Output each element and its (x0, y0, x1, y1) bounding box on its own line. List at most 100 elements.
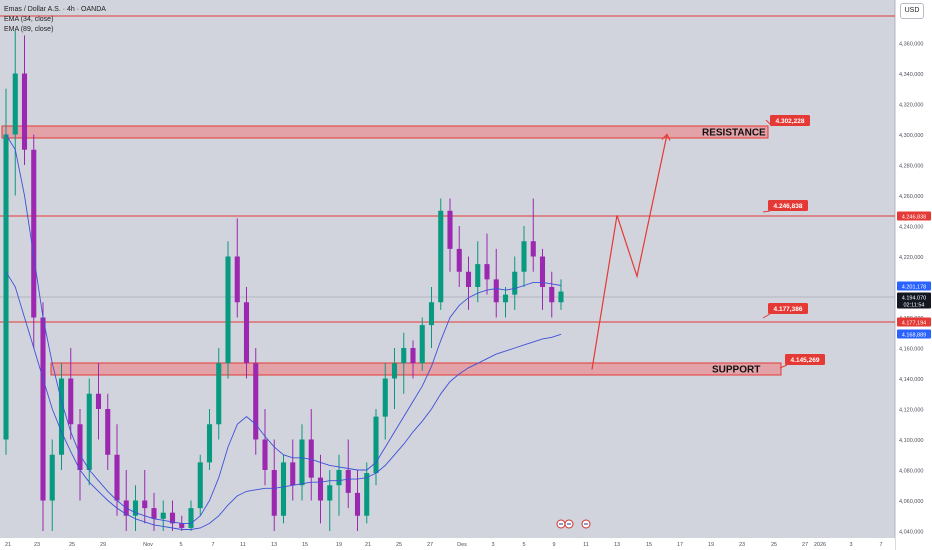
candle-body[interactable] (31, 149, 37, 318)
candle-body[interactable] (530, 241, 536, 257)
candle-body[interactable] (12, 73, 18, 135)
callout-label[interactable] (768, 200, 808, 211)
callout-label[interactable] (770, 115, 810, 126)
x-tick-label: 21 (365, 542, 371, 548)
candle-body[interactable] (234, 256, 240, 303)
candle-body[interactable] (549, 287, 555, 303)
candle-body[interactable] (49, 454, 55, 501)
candle-body[interactable] (401, 348, 407, 364)
candle-body[interactable] (539, 256, 546, 288)
candle-body[interactable] (512, 271, 518, 295)
candle-body[interactable] (179, 523, 185, 528)
candle-body[interactable] (105, 409, 111, 455)
projection-path[interactable] (591, 134, 668, 370)
candle-body[interactable] (95, 393, 102, 409)
candle-body[interactable] (3, 134, 9, 440)
candle-body[interactable] (438, 210, 444, 303)
candle-body[interactable] (188, 508, 194, 528)
price-tag-text: 4.194,070 (902, 295, 926, 301)
candle-body[interactable] (327, 485, 333, 501)
candle-body[interactable] (151, 508, 157, 519)
support-label: SUPPORT (712, 365, 760, 376)
candle-body[interactable] (419, 325, 425, 364)
candle-body[interactable] (216, 363, 222, 425)
candle-body[interactable] (21, 73, 28, 150)
callout-label[interactable] (785, 354, 825, 365)
candle-body[interactable] (77, 424, 83, 470)
candle-body[interactable] (558, 291, 564, 303)
x-tick-label: Nov (143, 542, 153, 548)
callout-pointer (762, 210, 771, 213)
candle-body[interactable] (290, 462, 296, 486)
candle-body[interactable] (58, 378, 65, 455)
candle-body[interactable] (345, 470, 351, 493)
x-tick-label: 9 (552, 542, 555, 548)
y-tick-label: 4,120,000 (899, 408, 923, 414)
candle-body[interactable] (253, 363, 259, 440)
candle-body[interactable] (364, 473, 370, 516)
candle-body[interactable] (317, 477, 324, 501)
candle-body[interactable] (382, 378, 388, 417)
candle-body[interactable] (373, 416, 379, 474)
x-tick-label: 19 (336, 542, 342, 548)
candle-body[interactable] (447, 210, 453, 249)
candle-body[interactable] (456, 248, 462, 272)
candle-body[interactable] (40, 317, 46, 501)
candle-body[interactable] (465, 271, 472, 287)
callout-text: 4.145,269 (791, 357, 820, 364)
candle-body[interactable] (299, 439, 305, 486)
y-tick-label: 4,040,000 (899, 530, 923, 536)
candle-body[interactable] (68, 378, 74, 425)
candle-body[interactable] (521, 241, 527, 272)
candle-body[interactable] (484, 264, 490, 280)
ema89-legend[interactable]: EMA (89, close) (4, 26, 54, 33)
candle-body[interactable] (197, 462, 203, 509)
ema89-line[interactable] (5, 271, 562, 530)
price-tag (897, 211, 931, 221)
support-zone[interactable] (50, 362, 782, 376)
resistance-zone[interactable] (1, 125, 769, 139)
x-tick-label: 11 (583, 542, 589, 548)
callout-pointer (762, 313, 771, 319)
candle-body[interactable] (391, 363, 398, 379)
candle-body[interactable] (271, 470, 277, 516)
candle-body[interactable] (475, 264, 481, 287)
price-tag (897, 281, 931, 291)
currency-button[interactable]: USD (900, 3, 924, 19)
candle-body[interactable] (428, 302, 435, 326)
symbol-title: Emas / Dollar A.S. · 4h · OANDA (4, 6, 106, 13)
x-tick-label: 25 (771, 542, 777, 548)
candle-body[interactable] (308, 439, 314, 478)
ema34-line[interactable] (5, 134, 562, 524)
price-tag (897, 329, 931, 339)
candle-body[interactable] (262, 439, 268, 471)
candle-body[interactable] (225, 256, 231, 364)
candle-body[interactable] (169, 512, 176, 524)
candle-body[interactable] (142, 500, 148, 509)
candle-body[interactable] (493, 279, 499, 303)
ema34-legend[interactable]: EMA (34, close) (4, 16, 54, 23)
y-tick-label: 4,340,000 (899, 72, 923, 78)
candle-body[interactable] (132, 500, 139, 516)
callout-label[interactable] (768, 303, 808, 314)
x-tick-label: 29 (100, 542, 106, 548)
x-tick-label: 15 (302, 542, 308, 548)
y-tick-label: 4,220,000 (899, 255, 923, 261)
candle-body[interactable] (243, 302, 250, 364)
x-tick-label: 19 (708, 542, 714, 548)
candle-body[interactable] (280, 462, 287, 516)
x-tick-label: 23 (739, 542, 745, 548)
candle-body[interactable] (354, 492, 361, 516)
x-tick-label: 7 (879, 542, 882, 548)
candle-body[interactable] (114, 454, 120, 501)
candle-body[interactable] (410, 348, 416, 364)
projection-arrowhead (661, 133, 671, 141)
candle-body[interactable] (86, 393, 92, 470)
candle-body[interactable] (502, 294, 509, 303)
price-tag-text: 4.168,889 (902, 332, 926, 338)
candle-body[interactable] (206, 424, 213, 463)
candle-body[interactable] (160, 512, 166, 519)
candle-body[interactable] (336, 470, 342, 486)
x-tick-label: 23 (34, 542, 40, 548)
